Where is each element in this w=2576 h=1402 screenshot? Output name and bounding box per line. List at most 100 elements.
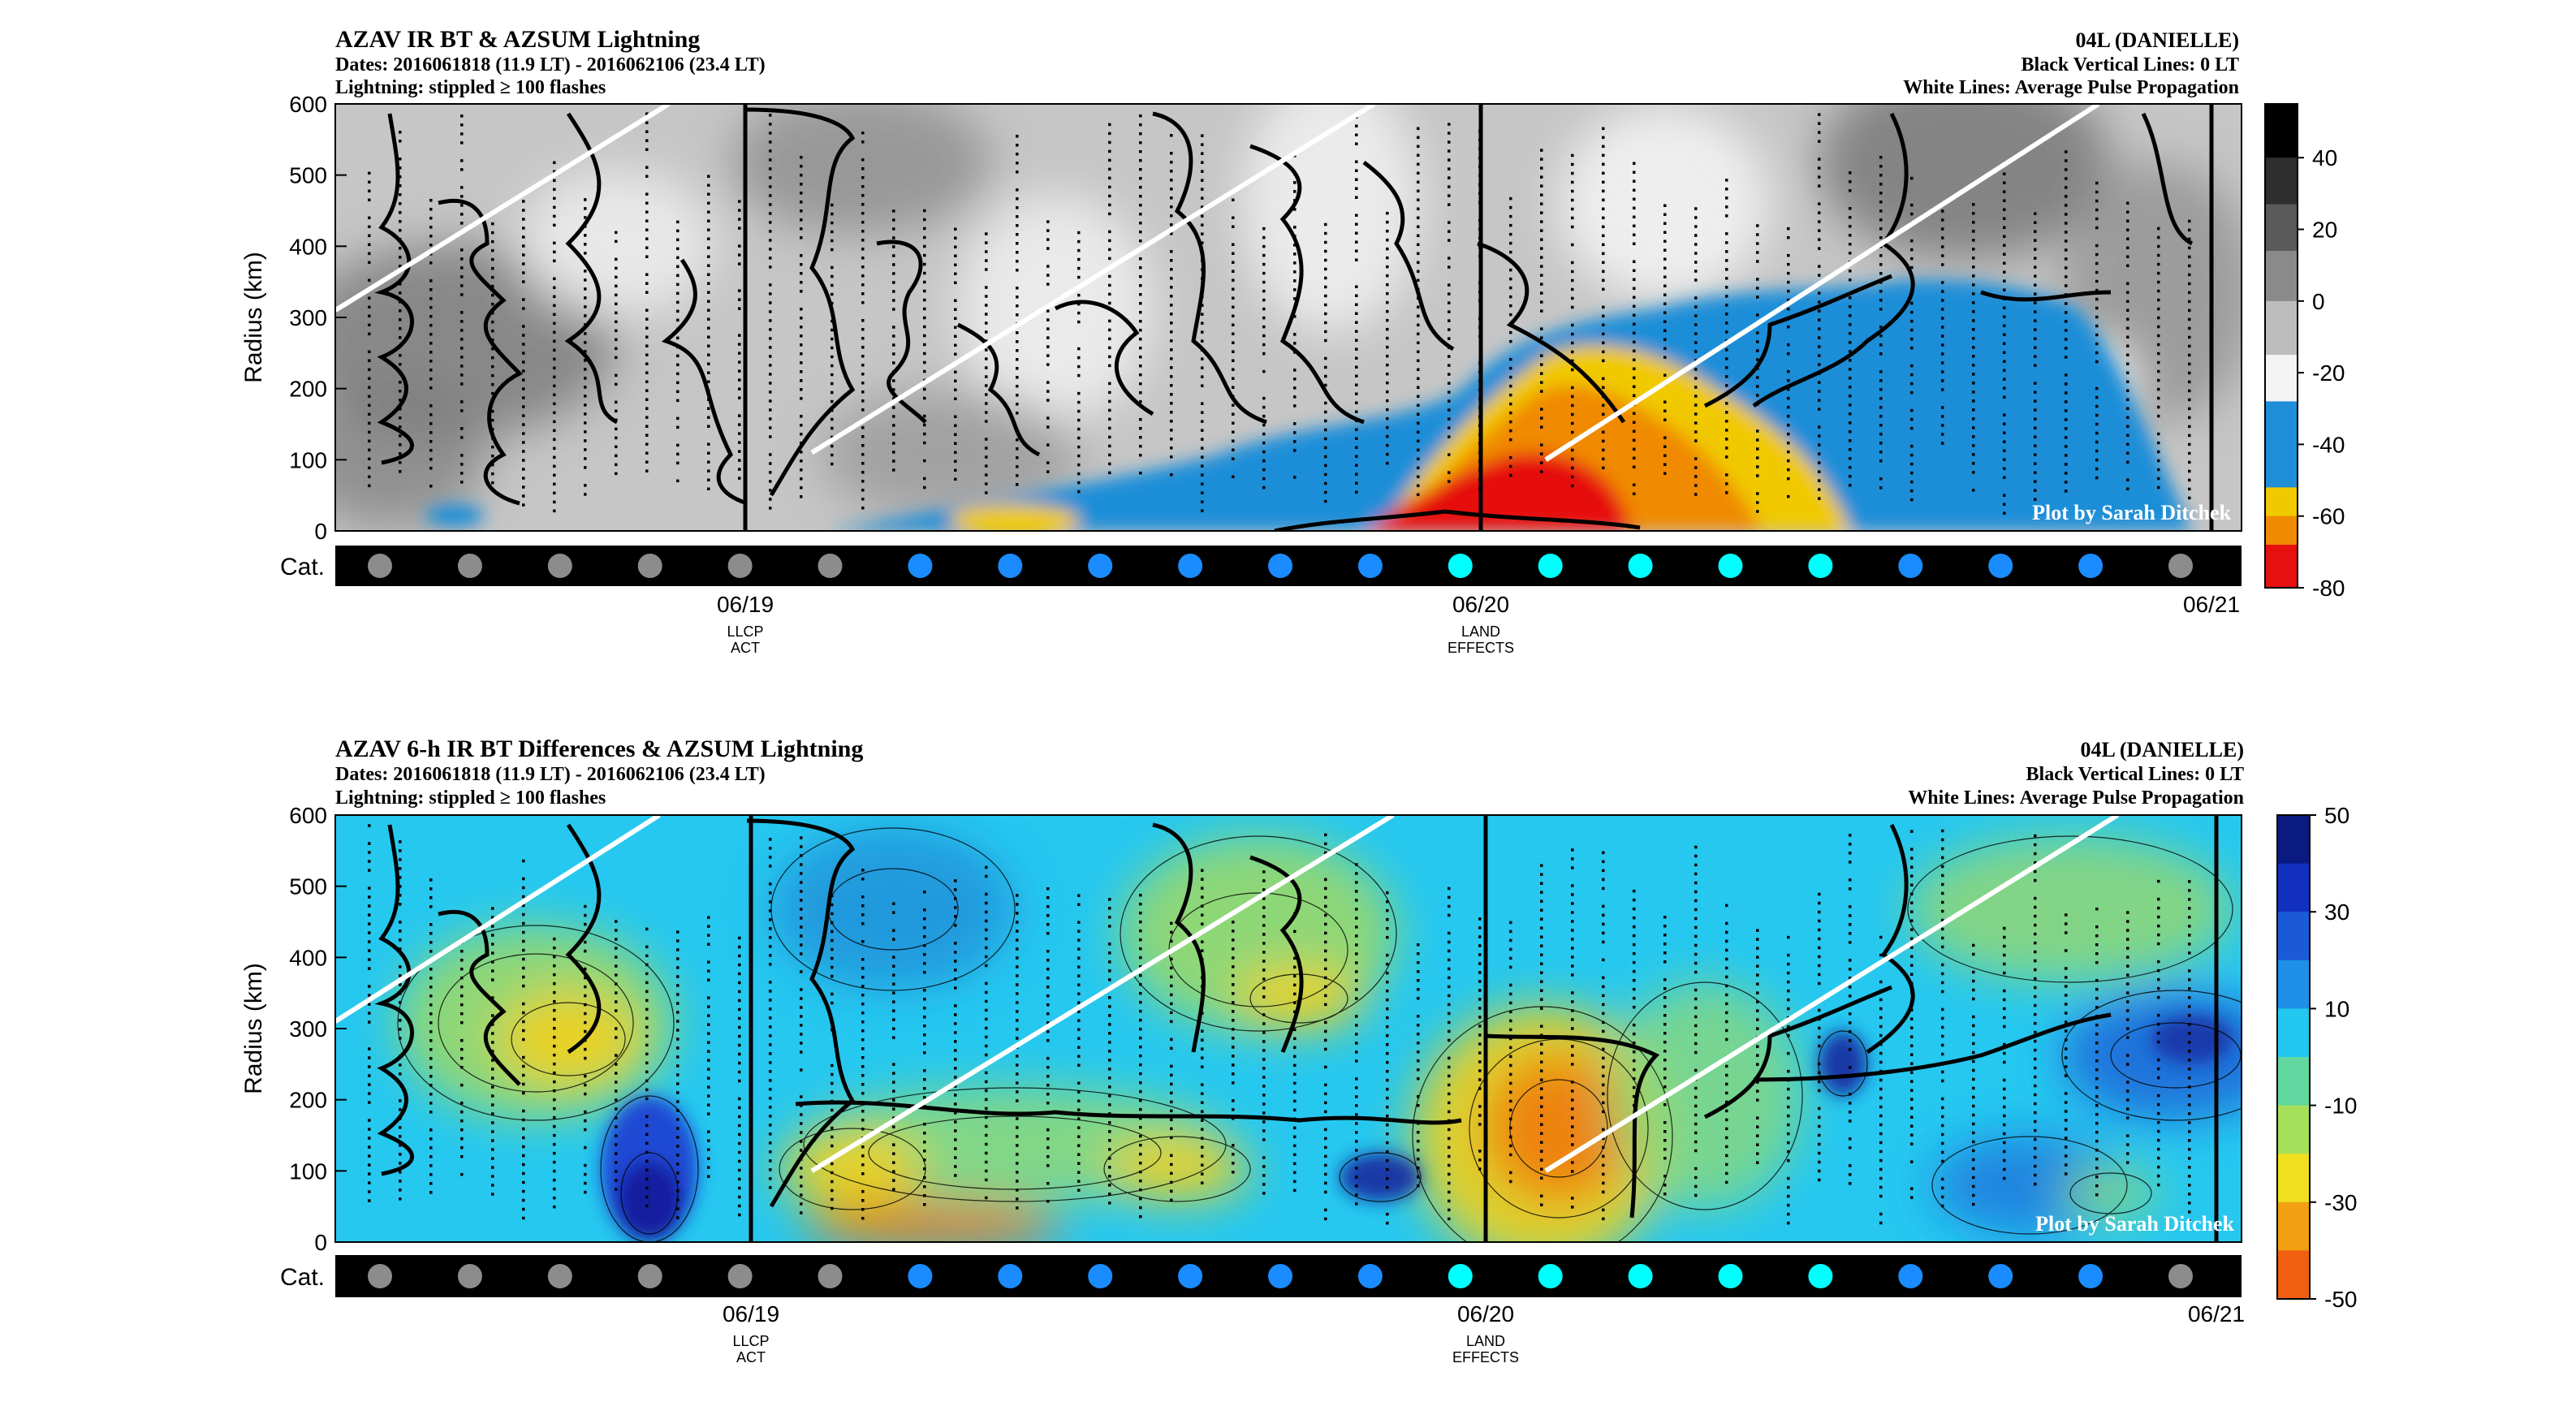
lightning-dot xyxy=(892,459,895,463)
lightning-dot xyxy=(954,343,957,347)
lightning-dot xyxy=(1417,261,1420,265)
lightning-dot xyxy=(1910,265,1914,270)
lightning-dot xyxy=(1355,446,1358,449)
lightning-dot xyxy=(584,386,587,389)
lightning-dot xyxy=(1571,305,1574,309)
lightning-dot xyxy=(2003,1141,2006,1145)
lightning-dot xyxy=(1170,1037,1173,1042)
lightning-dot xyxy=(1417,252,1420,256)
lightning-dot xyxy=(985,937,988,941)
lightning-dot xyxy=(738,990,741,994)
lightning-dot xyxy=(707,264,710,267)
lightning-dot xyxy=(2188,1130,2191,1133)
lightning-dot xyxy=(2065,913,2068,917)
lightning-dot xyxy=(1633,465,1636,469)
lightning-dot xyxy=(1694,988,1698,992)
lightning-dot xyxy=(1077,266,1081,270)
lightning-dot xyxy=(954,968,957,972)
lightning-dot xyxy=(429,226,433,229)
lightning-dot xyxy=(1232,1037,1235,1040)
pulse-line xyxy=(335,104,671,313)
lightning-dot xyxy=(553,277,556,281)
lightning-dot xyxy=(460,976,464,980)
lightning-dot xyxy=(892,290,895,293)
lightning-dot xyxy=(831,221,834,225)
lightning-dot xyxy=(1787,980,1790,984)
lightning-dot xyxy=(1972,462,1975,465)
lightning-dot xyxy=(1386,354,1389,358)
lightning-dot xyxy=(1386,265,1389,269)
category-dot xyxy=(1538,1264,1563,1288)
lightning-dot xyxy=(1355,1149,1358,1152)
lightning-dot xyxy=(1232,965,1235,968)
lightning-dot xyxy=(553,500,556,504)
lightning-dot xyxy=(1262,1192,1266,1195)
lightning-dot xyxy=(1663,1138,1667,1142)
lightning-dot xyxy=(522,1109,525,1113)
lightning-dot xyxy=(1417,1050,1420,1054)
lightning-dot xyxy=(1694,1104,1698,1108)
lightning-dot xyxy=(1016,340,1019,343)
lightning-dot xyxy=(1016,1162,1019,1165)
lightning-dot xyxy=(1046,949,1050,953)
lightning-dot xyxy=(2095,449,2099,453)
lightning-dot xyxy=(1139,973,1142,977)
lightning-dot xyxy=(707,1094,710,1098)
lightning-dot xyxy=(1386,1087,1389,1091)
lightning-dot xyxy=(522,966,525,970)
lightning-dot xyxy=(1941,1124,1944,1128)
lightning-dot xyxy=(707,282,710,285)
lightning-dot xyxy=(800,1042,803,1045)
lightning-dot xyxy=(707,407,710,410)
lightning-dot xyxy=(1972,203,1975,206)
lightning-dot xyxy=(1941,1159,1944,1163)
lightning-dot xyxy=(2095,1157,2099,1161)
lightning-dot xyxy=(1262,1076,1266,1079)
lightning-dot xyxy=(2095,351,2099,355)
lightning-dot xyxy=(399,157,402,161)
lightning-dot xyxy=(861,292,865,295)
lightning-dot xyxy=(1448,1029,1451,1033)
lightning-dot xyxy=(645,425,649,428)
lightning-dot xyxy=(1663,1085,1667,1089)
lightning-dot xyxy=(1478,944,1482,947)
lightning-dot xyxy=(676,1145,680,1148)
lightning-dot xyxy=(1571,1018,1574,1021)
lightning-dot xyxy=(2126,947,2129,950)
lightning-dot xyxy=(1016,1001,1019,1004)
lightning-dot xyxy=(1417,421,1420,425)
lightning-dot xyxy=(1787,378,1790,382)
lightning-dot xyxy=(800,397,803,400)
lightning-dot xyxy=(1540,1158,1543,1162)
lightning-dot xyxy=(553,990,556,994)
lightning-dot xyxy=(1849,341,1852,344)
lightning-dot xyxy=(1139,399,1142,403)
y-tick-label: 200 xyxy=(289,377,327,402)
lightning-dot xyxy=(676,309,680,313)
lightning-dot xyxy=(1016,304,1019,308)
lightning-dot xyxy=(368,851,371,854)
lightning-dot xyxy=(2188,353,2191,357)
lightning-dot xyxy=(1910,1017,1914,1020)
lightning-dot xyxy=(491,472,494,476)
lightning-dot xyxy=(1170,1171,1173,1176)
lightning-dot xyxy=(861,1074,865,1077)
lightning-dot xyxy=(1818,247,1821,250)
lightning-dot xyxy=(645,1052,649,1056)
lightning-dot xyxy=(1324,437,1327,441)
lightning-dot xyxy=(985,999,988,1003)
lightning-dot xyxy=(1849,323,1852,326)
lightning-dot xyxy=(1077,1117,1081,1120)
lightning-dot xyxy=(1910,1053,1914,1056)
lightning-dot xyxy=(1941,865,1944,869)
lightning-dot xyxy=(1787,1150,1790,1154)
lightning-dot xyxy=(399,858,402,861)
lightning-dot xyxy=(707,273,710,276)
lightning-dot xyxy=(2065,490,2068,493)
lightning-dot xyxy=(2095,431,2099,435)
lightning-dot xyxy=(1509,402,1512,406)
lightning-dot xyxy=(429,994,433,998)
lightning-dot xyxy=(2065,1137,2068,1140)
lightning-dot xyxy=(553,241,556,245)
lightning-dot xyxy=(522,244,525,248)
